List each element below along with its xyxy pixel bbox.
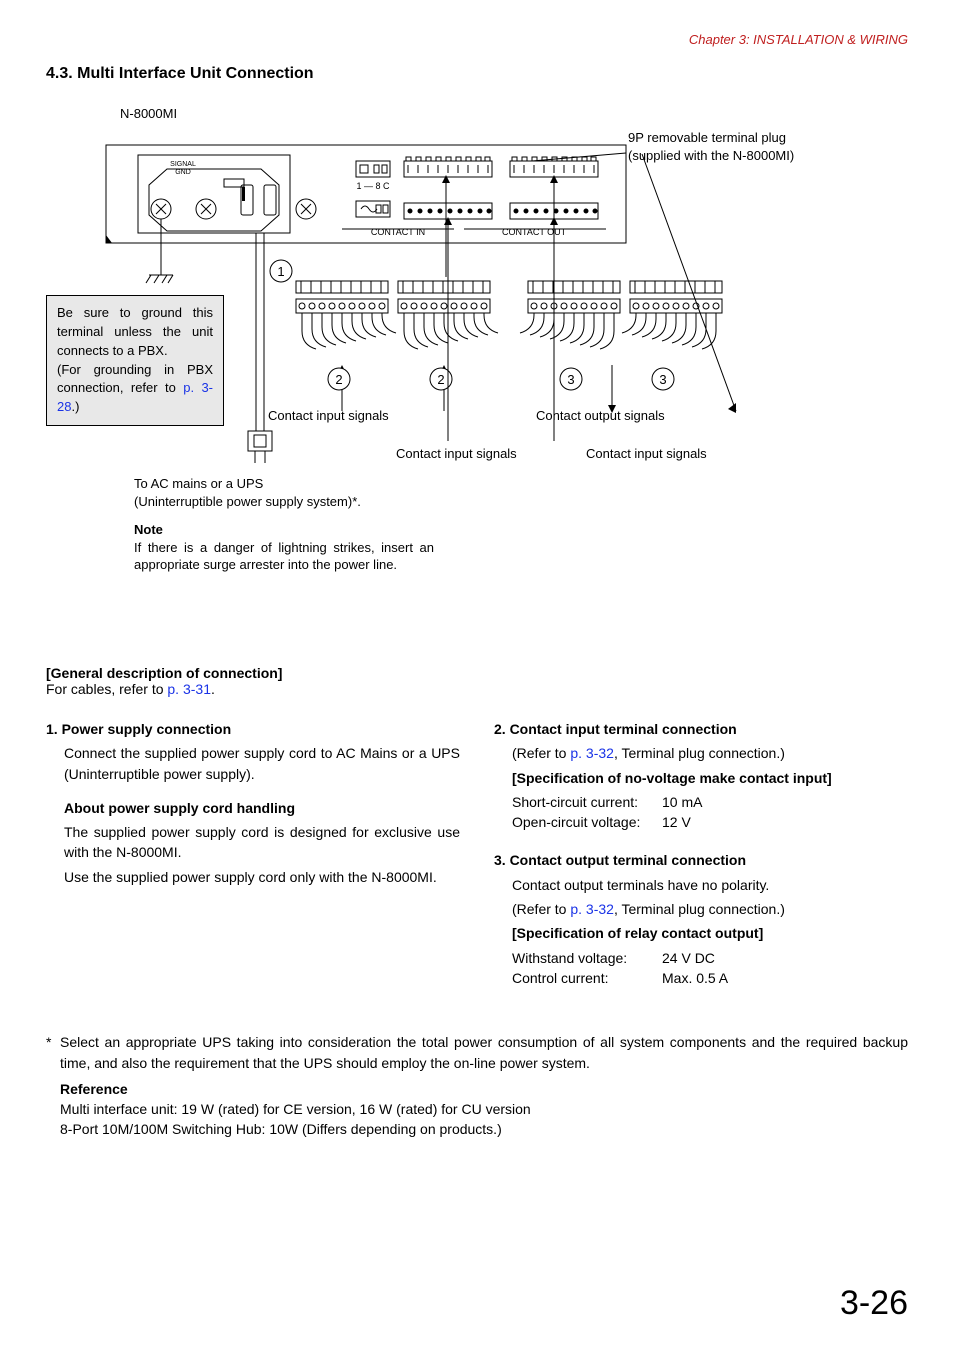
reference-line1: Multi interface unit: 19 W (rated) for C… bbox=[60, 1099, 908, 1119]
item3-spec-line1: Withstand voltage: 24 V DC bbox=[512, 948, 908, 968]
svg-text:1: 1 bbox=[277, 264, 284, 279]
ground-note-box: Be sure to ground this terminal unless t… bbox=[46, 295, 224, 426]
section-title: 4.3. Multi Interface Unit Connection bbox=[46, 65, 908, 83]
item2-spec-line1: Short-circuit current: 10 mA bbox=[512, 792, 908, 812]
right-column: 2. Contact input terminal connection (Re… bbox=[494, 719, 908, 988]
reference-line2: 8-Port 10M/100M Switching Hub: 10W (Diff… bbox=[60, 1119, 908, 1139]
item2-title: 2. Contact input terminal connection bbox=[494, 719, 908, 739]
about-title: About power supply cord handling bbox=[64, 798, 460, 818]
item2-refer-post: , Terminal plug connection.) bbox=[614, 745, 785, 761]
item3-spec-title: [Specification of relay contact output] bbox=[512, 923, 908, 943]
item1-body: Connect the supplied power supply cord t… bbox=[64, 743, 460, 784]
ground-note-line2-post: .) bbox=[71, 399, 79, 414]
svg-text:CONTACT OUT: CONTACT OUT bbox=[502, 227, 567, 237]
svg-text:2: 2 bbox=[437, 372, 444, 387]
ground-note-line1: Be sure to ground this terminal unless t… bbox=[57, 305, 213, 358]
item3-title: 3. Contact output terminal connection bbox=[494, 850, 908, 870]
general-cables-line: For cables, refer to p. 3-31. bbox=[46, 681, 908, 697]
contact-input-label-left: Contact input signals bbox=[268, 407, 389, 425]
cables-post: . bbox=[211, 681, 215, 697]
spec-label: Control current: bbox=[512, 968, 662, 988]
item3-refer-post: , Terminal plug connection.) bbox=[614, 901, 785, 917]
item2-refer-pre: (Refer to bbox=[512, 745, 570, 761]
cables-pre: For cables, refer to bbox=[46, 681, 167, 697]
lightning-note: Note If there is a danger of lightning s… bbox=[134, 521, 434, 574]
general-description-title: [General description of connection] bbox=[46, 665, 908, 681]
reference-title: Reference bbox=[60, 1079, 908, 1099]
note-heading: Note bbox=[134, 522, 163, 537]
svg-text:1 — 8 C: 1 — 8 C bbox=[356, 181, 390, 191]
ac-mains-label: To AC mains or a UPS (Uninterruptible po… bbox=[134, 475, 454, 510]
svg-text:2: 2 bbox=[335, 372, 342, 387]
item2-refer: (Refer to p. 3-32, Terminal plug connect… bbox=[512, 743, 908, 763]
page-number: 3-26 bbox=[840, 1284, 908, 1323]
item3-spec-line2: Control current: Max. 0.5 A bbox=[512, 968, 908, 988]
spec-value: 10 mA bbox=[662, 792, 702, 812]
about-line2: Use the supplied power supply cord only … bbox=[64, 867, 460, 887]
ac-mains-line1: To AC mains or a UPS bbox=[134, 476, 263, 491]
svg-text:3: 3 bbox=[659, 372, 666, 387]
svg-text:CONTACT IN: CONTACT IN bbox=[371, 227, 425, 237]
spec-label: Short-circuit current: bbox=[512, 792, 662, 812]
note-body: If there is a danger of lightning strike… bbox=[134, 539, 434, 574]
spec-label: Open-circuit voltage: bbox=[512, 812, 662, 832]
spec-value: Max. 0.5 A bbox=[662, 968, 728, 988]
item2-refer-link[interactable]: p. 3-32 bbox=[570, 745, 614, 761]
item2-spec-title: [Specification of no-voltage make contac… bbox=[512, 768, 908, 788]
item3-refer-pre: (Refer to bbox=[512, 901, 570, 917]
spec-value: 24 V DC bbox=[662, 948, 715, 968]
connection-diagram: N-8000MI 9P removable terminal plug (sup… bbox=[46, 105, 908, 605]
svg-text:SIGNAL: SIGNAL bbox=[170, 161, 196, 168]
contact-input-label-bottom-right: Contact input signals bbox=[586, 445, 707, 463]
contact-input-label-bottom-left: Contact input signals bbox=[396, 445, 517, 463]
svg-text:3: 3 bbox=[567, 372, 574, 387]
cables-link[interactable]: p. 3-31 bbox=[167, 681, 211, 697]
svg-text:GND: GND bbox=[175, 169, 191, 176]
about-line1: The supplied power supply cord is design… bbox=[64, 822, 460, 863]
left-column: 1. Power supply connection Connect the s… bbox=[46, 719, 460, 988]
general-description: [General description of connection] For … bbox=[46, 665, 908, 697]
contact-output-label-right: Contact output signals bbox=[536, 407, 665, 425]
spec-value: 12 V bbox=[662, 812, 691, 832]
footnote: * Select an appropriate UPS taking into … bbox=[46, 1032, 908, 1139]
chapter-header: Chapter 3: INSTALLATION & WIRING bbox=[46, 32, 908, 47]
asterisk-mark: * bbox=[46, 1032, 60, 1073]
spec-label: Withstand voltage: bbox=[512, 948, 662, 968]
item1-title: 1. Power supply connection bbox=[46, 719, 460, 739]
ac-mains-line2: (Uninterruptible power supply system)*. bbox=[134, 494, 361, 509]
device-model-label: N-8000MI bbox=[120, 105, 177, 123]
item3-refer-link[interactable]: p. 3-32 bbox=[570, 901, 614, 917]
item3-line1: Contact output terminals have no polarit… bbox=[512, 875, 908, 895]
asterisk-body: Select an appropriate UPS taking into co… bbox=[60, 1032, 908, 1073]
item3-refer: (Refer to p. 3-32, Terminal plug connect… bbox=[512, 899, 908, 919]
item2-spec-line2: Open-circuit voltage: 12 V bbox=[512, 812, 908, 832]
